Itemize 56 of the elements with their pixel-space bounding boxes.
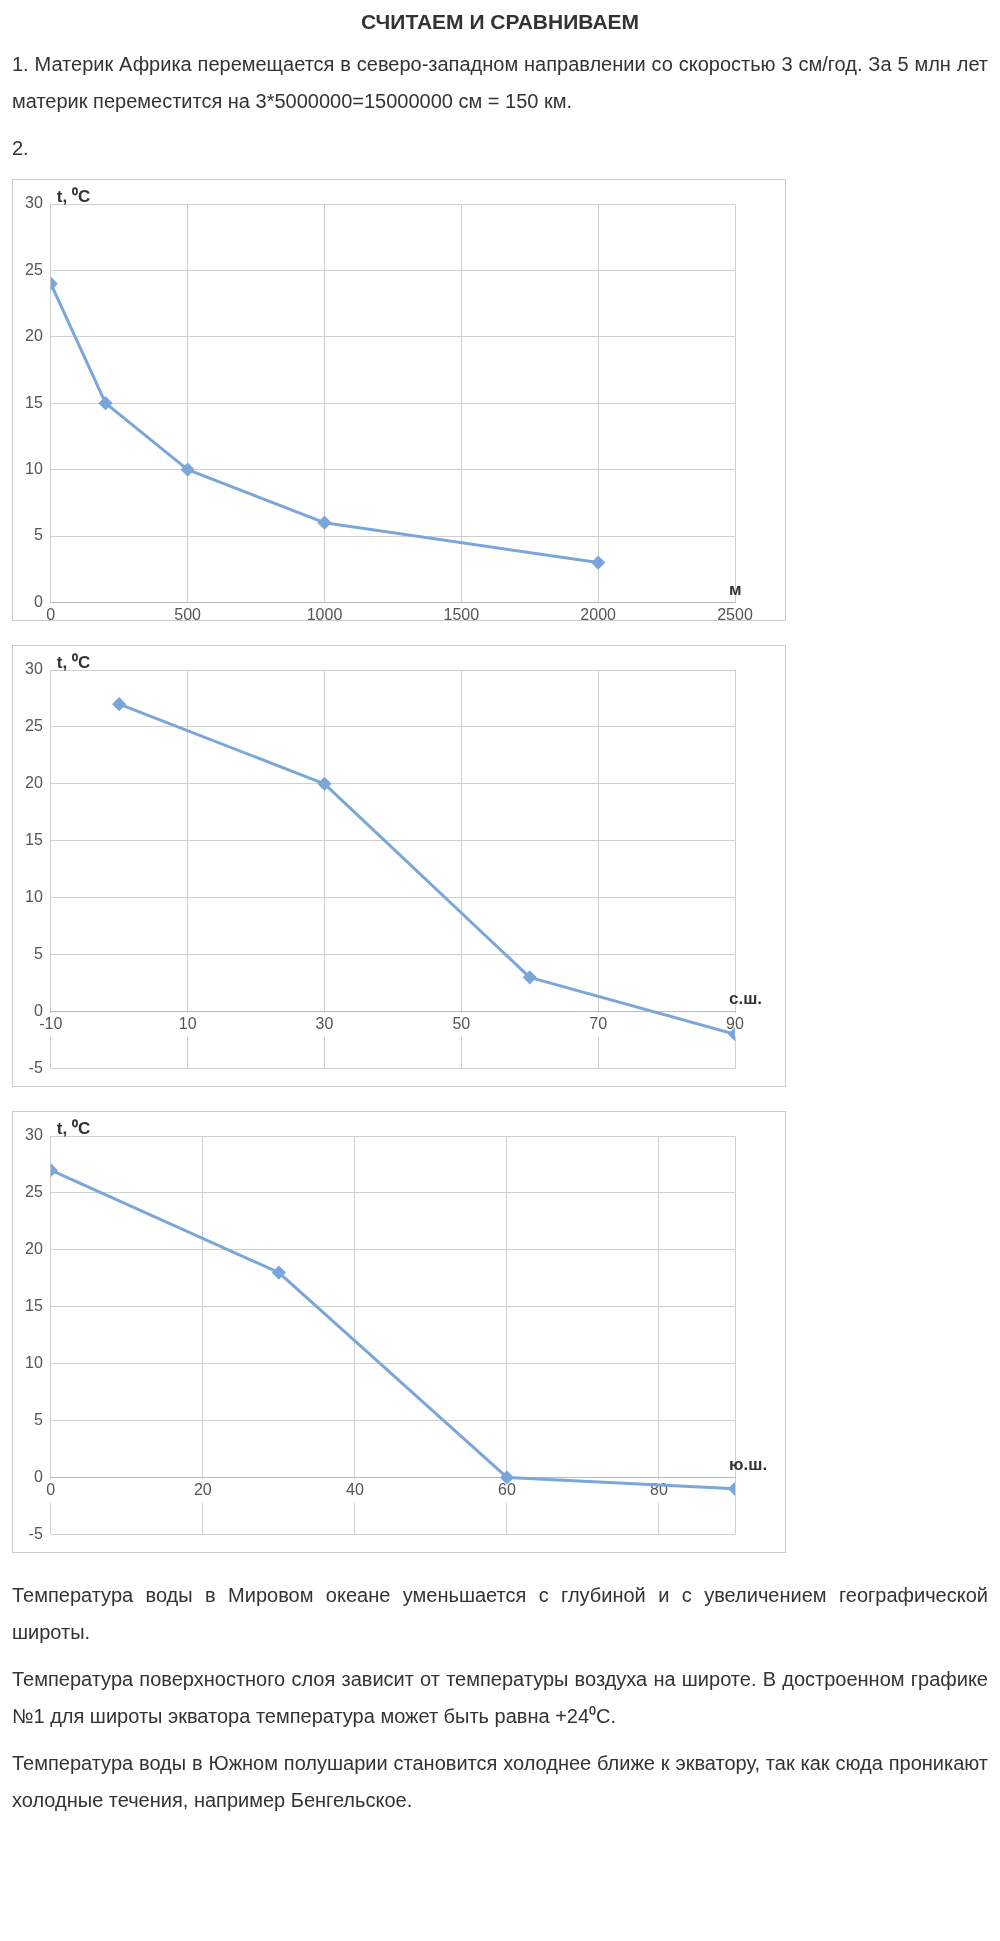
y-tick-label: 5 — [33, 944, 43, 962]
y-tick-label: 10 — [25, 888, 43, 906]
point — [317, 516, 331, 530]
x-tick-label: 1500 — [443, 606, 480, 624]
x-tick-label: 10 — [178, 1015, 197, 1033]
y-tick-label: 10 — [25, 460, 43, 478]
text: Температура воды в Мировом океане уменьшается с глубиной и с увеличением географической широты. — [12, 1583, 988, 1645]
y-tick-label: 30 — [25, 1126, 43, 1144]
point — [181, 463, 195, 477]
text: Температура поверхностного слоя зависит от температуры воздуха на широте. В достроенном графике №1 для широты экватора температура может быть равна +24⁰C. — [12, 1667, 988, 1729]
text: Температура воды в Южном полушарии становится холоднее ближе к экватору, так как сюда проникают холодные течения, например Бенгельское. — [12, 1751, 988, 1813]
text: СЧИТАЕМ И СРАВНИВАЕМ — [359, 10, 641, 34]
x-tick-label: 500 — [174, 606, 202, 624]
y-axis-title: t, ⁰C — [56, 1119, 91, 1139]
text: 2. — [12, 136, 30, 161]
y-tick-label: 25 — [25, 717, 43, 735]
y-axis-title: t, ⁰C — [56, 653, 91, 673]
x-tick-label: 90 — [726, 1015, 744, 1033]
y-tick-label: 20 — [25, 327, 43, 345]
text: 1. Материк Африка перемещается в северо-западном направлении со скоростью 3 см/год. За 5 млн лет материк переместится на 3*5000000=15000000 см = 150 км. — [12, 52, 988, 114]
point — [591, 556, 605, 570]
x-tick-label: 1000 — [306, 606, 343, 624]
y-tick-label: -5 — [28, 1524, 43, 1542]
x-tick-label: 30 — [315, 1015, 334, 1033]
x-tick-label: 50 — [452, 1015, 471, 1033]
y-tick-label: 15 — [25, 831, 43, 849]
y-axis-title: t, ⁰C — [56, 187, 91, 207]
x-tick-label: 2000 — [580, 606, 617, 624]
y-tick-label: 15 — [25, 393, 43, 411]
x-tick-label: 70 — [589, 1015, 608, 1033]
x-tick-label: 2500 — [717, 606, 753, 624]
y-tick-label: 0 — [33, 1467, 43, 1485]
x-tick-label: 40 — [345, 1481, 364, 1499]
point — [112, 697, 126, 711]
y-tick-label: 20 — [25, 1240, 43, 1258]
point — [99, 396, 113, 410]
x-axis-title: с.ш. — [729, 988, 763, 1008]
y-tick-label: 30 — [25, 194, 43, 212]
point — [523, 970, 537, 984]
y-tick-label: -5 — [28, 1058, 43, 1076]
x-axis-title: ю.ш. — [729, 1454, 768, 1474]
y-tick-label: 25 — [25, 1183, 43, 1201]
y-tick-label: 10 — [25, 1354, 43, 1372]
y-tick-label: 30 — [25, 660, 43, 678]
x-tick-label: 0 — [46, 1481, 56, 1499]
x-axis-title: м — [729, 579, 742, 599]
y-tick-label: 15 — [25, 1297, 43, 1315]
y-tick-label: 5 — [33, 526, 43, 544]
x-tick-label: 20 — [193, 1481, 212, 1499]
x-tick-label: 0 — [46, 606, 56, 624]
x-tick-label: 60 — [498, 1481, 516, 1499]
y-tick-label: 0 — [33, 592, 43, 610]
y-tick-label: 5 — [33, 1410, 43, 1428]
point — [317, 777, 331, 791]
y-tick-label: 20 — [25, 774, 43, 792]
y-tick-label: 25 — [25, 260, 43, 278]
